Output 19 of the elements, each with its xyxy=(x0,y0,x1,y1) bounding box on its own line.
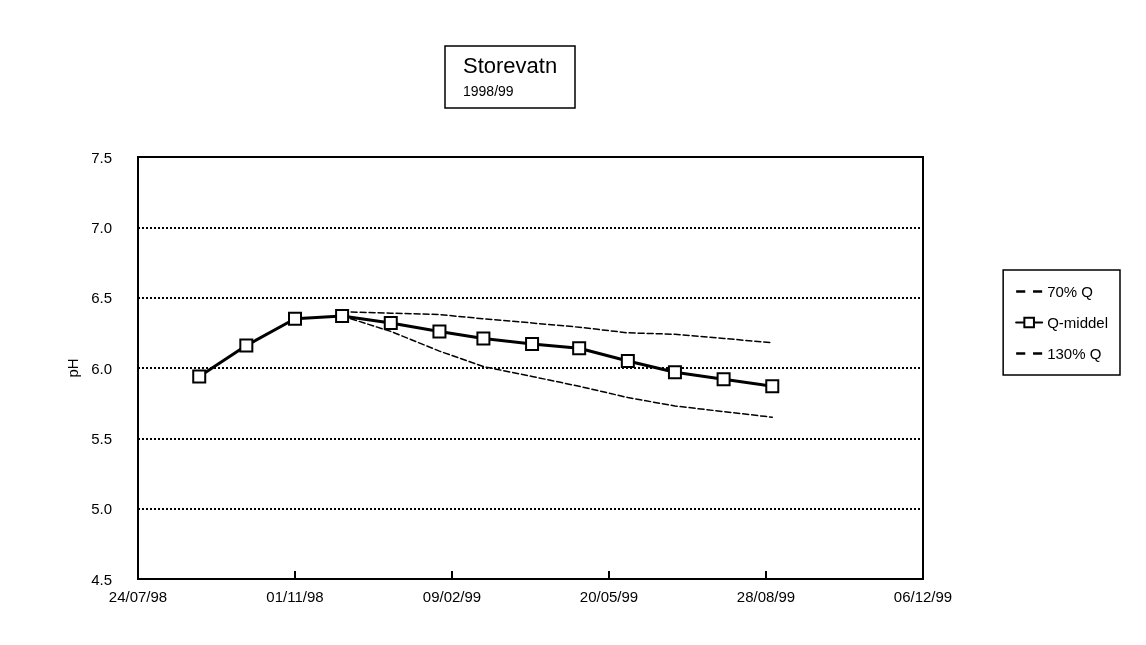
x-tick-label: 09/02/99 xyxy=(422,588,482,605)
x-tick-label: 01/11/98 xyxy=(266,588,324,605)
y-tick-label: 7.0 xyxy=(91,218,112,236)
x-tick-label: 20/05/99 xyxy=(579,588,639,605)
x-tick-label: 06/12/99 xyxy=(893,588,953,605)
legend-label: Q-middel xyxy=(1047,314,1109,331)
x-tick-label: 28/08/99 xyxy=(736,588,796,605)
legend-label: 130% Q xyxy=(1047,345,1102,362)
y-tick-label: 5.0 xyxy=(91,500,112,518)
y-tick-label: 6.0 xyxy=(91,359,112,377)
legend-label: 70% Q xyxy=(1047,283,1094,300)
y-axis-title: pH xyxy=(64,358,82,378)
y-tick-label: 6.5 xyxy=(91,289,112,307)
y-tick-label: 7.5 xyxy=(91,148,112,166)
y-tick-label: 4.5 xyxy=(91,570,112,588)
x-tick-label: 24/07/98 xyxy=(108,588,168,605)
y-tick-label: 5.5 xyxy=(91,429,112,447)
chart-title: Storevatn xyxy=(463,52,558,78)
chart-subtitle: 1998/99 xyxy=(463,83,514,99)
